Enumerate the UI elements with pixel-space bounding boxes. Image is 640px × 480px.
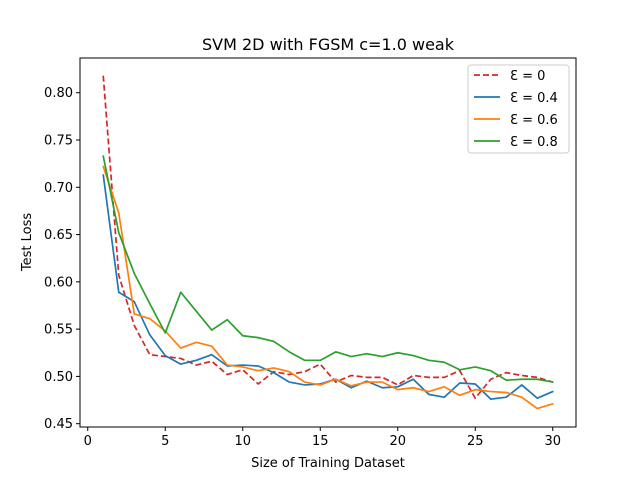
x-tick-label: 15 [312, 434, 329, 449]
plot-content [102, 75, 554, 410]
series-line-2 [102, 165, 554, 410]
legend-label-0: Ɛ = 0 [510, 69, 545, 84]
y-tick-label: 0.45 [44, 417, 73, 432]
legend-label-2: Ɛ = 0.6 [510, 113, 558, 128]
y-tick-label: 0.75 [44, 133, 73, 148]
x-tick-label: 30 [544, 434, 561, 449]
x-tick-label: 0 [84, 434, 92, 449]
x-tick-label: 10 [234, 434, 251, 449]
y-tick-label: 0.55 [44, 323, 73, 338]
x-tick-label: 5 [161, 434, 169, 449]
series-line-0 [102, 75, 553, 400]
y-tick-label: 0.80 [44, 86, 73, 101]
y-tick-label: 0.50 [44, 370, 73, 385]
legend-label-1: Ɛ = 0.4 [510, 91, 558, 106]
y-axis-label: Test Loss [20, 213, 35, 272]
y-tick-label: 0.60 [44, 275, 73, 290]
y-axis-ticks: 0.45 0.50 0.55 0.60 0.65 0.70 0.75 0.80 [44, 86, 80, 432]
x-tick-label: 20 [389, 434, 406, 449]
series-line-3 [102, 155, 554, 383]
legend-box [467, 64, 570, 154]
x-tick-label: 25 [467, 434, 484, 449]
x-axis-label: Size of Training Dataset [251, 456, 405, 471]
x-axis-ticks: 0 5 10 15 20 25 30 [84, 427, 561, 449]
y-tick-label: 0.65 [44, 228, 73, 243]
chart-title: SVM 2D with FGSM c=1.0 weak [202, 35, 455, 54]
plot-area-frame [79, 57, 577, 428]
legend-label-3: Ɛ = 0.8 [510, 135, 558, 150]
y-tick-label: 0.70 [44, 181, 73, 196]
legend: Ɛ = 0 Ɛ = 0.4 Ɛ = 0.6 Ɛ = 0.8 [467, 64, 570, 154]
